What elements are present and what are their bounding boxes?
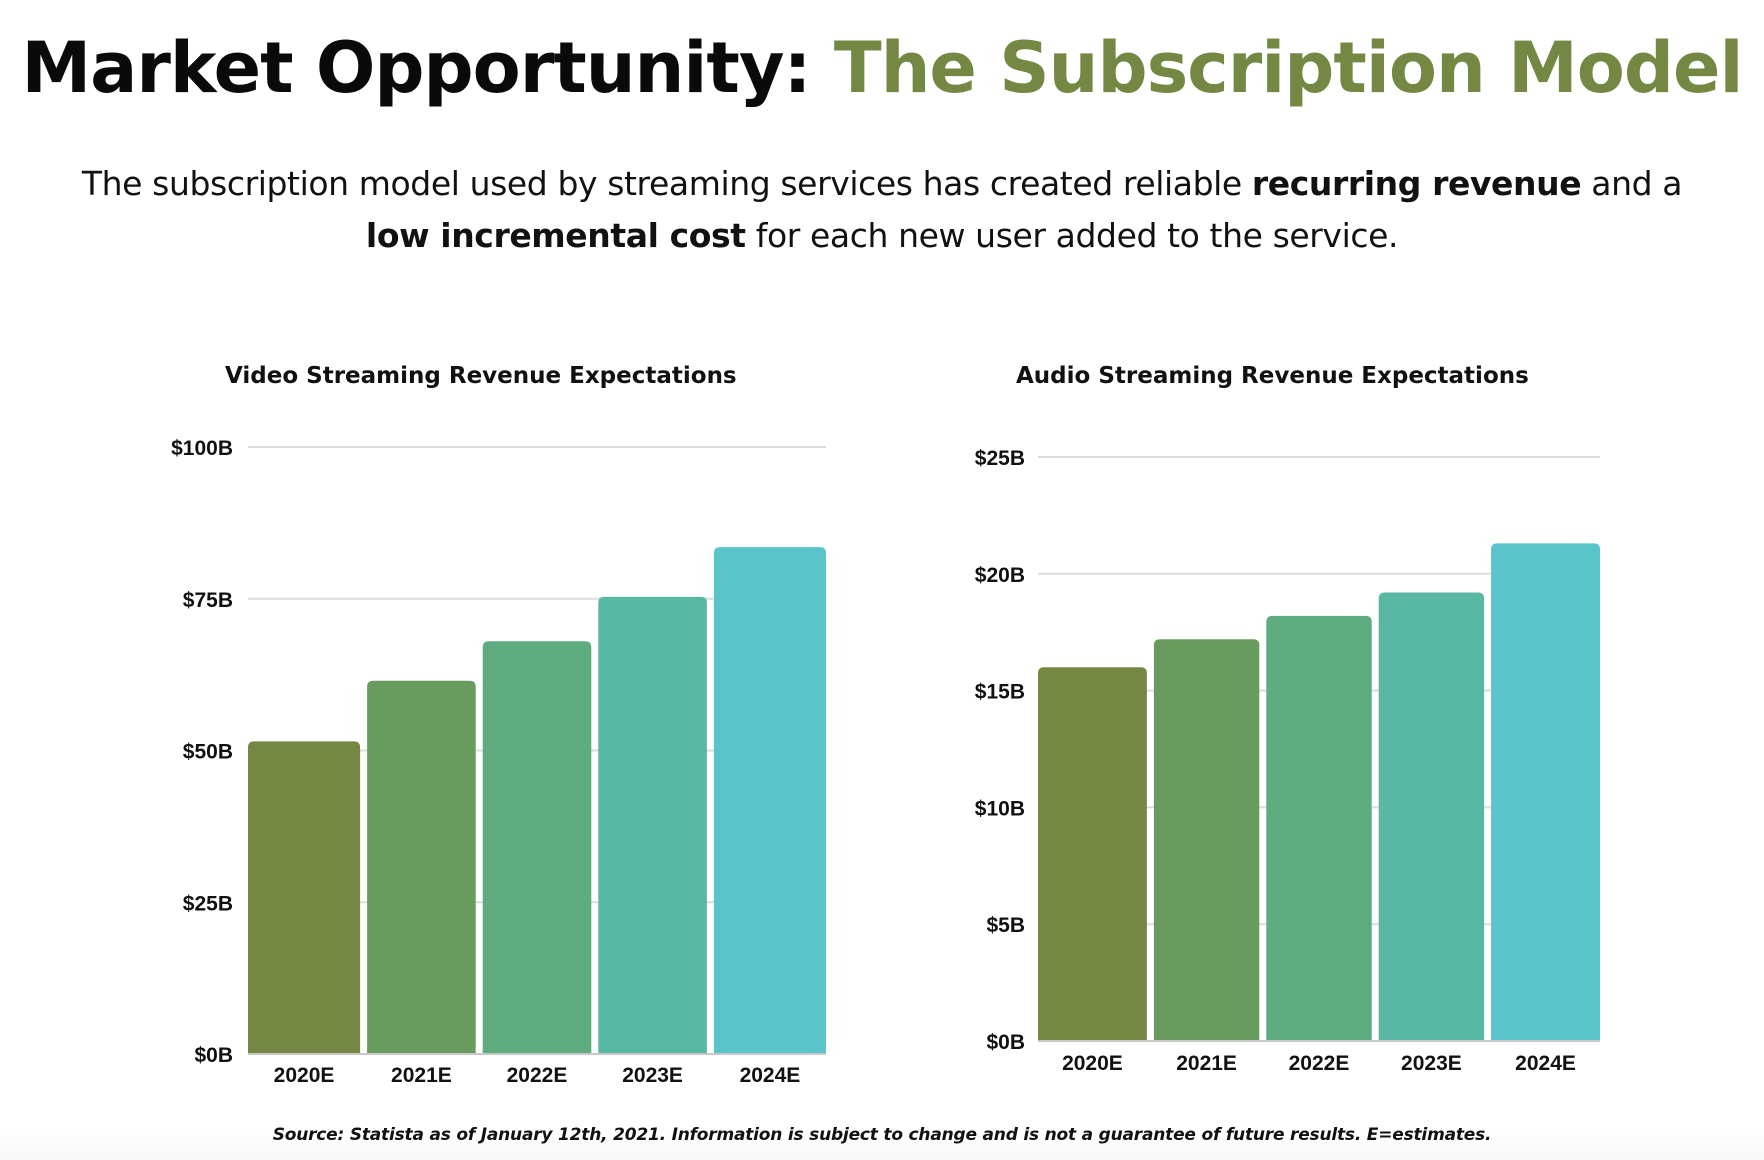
audio-y-tick-label: $0B [986,1031,1025,1054]
video-x-tick-label: 2024E [740,1064,801,1087]
source-footnote: Source: Statista as of January 12th, 202… [272,1125,1492,1145]
subtitle-text-1: The subscription model used by streaming… [81,164,1252,203]
subtitle-text-2: and a [1581,164,1683,203]
audio-bar-2023E [1378,592,1485,1041]
video-y-tick-label: $100B [171,437,233,460]
audio-y-tick-label: $5B [986,914,1025,937]
page-title: Market Opportunity: The Subscription Mod… [0,18,1764,118]
subtitle-bold-low-incremental-cost: low incremental cost [365,216,746,255]
audio-x-tick-label: 2020E [1062,1052,1123,1075]
video-y-tick-label: $0B [194,1044,233,1067]
title-accent: The Subscription Model [833,27,1744,109]
video-bar-2023E [598,596,707,1054]
subtitle-bold-recurring-revenue: recurring revenue [1251,164,1582,203]
video-bar-2022E [482,641,592,1054]
video-x-tick-label: 2022E [507,1064,568,1087]
video-x-tick-label: 2023E [622,1064,683,1087]
audio-x-tick-label: 2023E [1401,1052,1462,1075]
audio-x-tick-label: 2022E [1289,1052,1350,1075]
video-chart-title: Video Streaming Revenue Expectations [225,363,737,389]
audio-y-tick-label: $25B [975,447,1025,470]
audio-y-tick-label: $10B [975,797,1025,820]
video-x-tick-label: 2020E [274,1064,335,1087]
audio-x-tick-label: 2024E [1515,1052,1576,1075]
video-y-tick-label: $50B [183,741,233,764]
footer-fade [0,1130,1764,1160]
audio-bar-2021E [1153,639,1260,1041]
audio-bar-2020E [1038,667,1147,1041]
video-bar-2021E [367,680,476,1054]
video-y-tick-label: $25B [183,892,233,915]
audio-bar-2024E [1491,543,1600,1041]
subtitle: The subscription model used by streaming… [0,158,1764,262]
video-y-tick-label: $75B [183,589,233,612]
title-main: Market Opportunity: [21,27,834,109]
subtitle-text-3: for each new user added to the service. [745,216,1399,255]
audio-y-tick-label: $15B [975,681,1025,704]
video-bar-2020E [248,741,361,1054]
video-bar-2024E [713,547,826,1054]
audio-bar-2022E [1266,615,1372,1041]
audio-chart-title: Audio Streaming Revenue Expectations [1016,363,1529,389]
video-x-tick-label: 2021E [391,1064,452,1087]
audio-y-tick-label: $20B [975,564,1025,587]
audio-x-tick-label: 2021E [1176,1052,1237,1075]
